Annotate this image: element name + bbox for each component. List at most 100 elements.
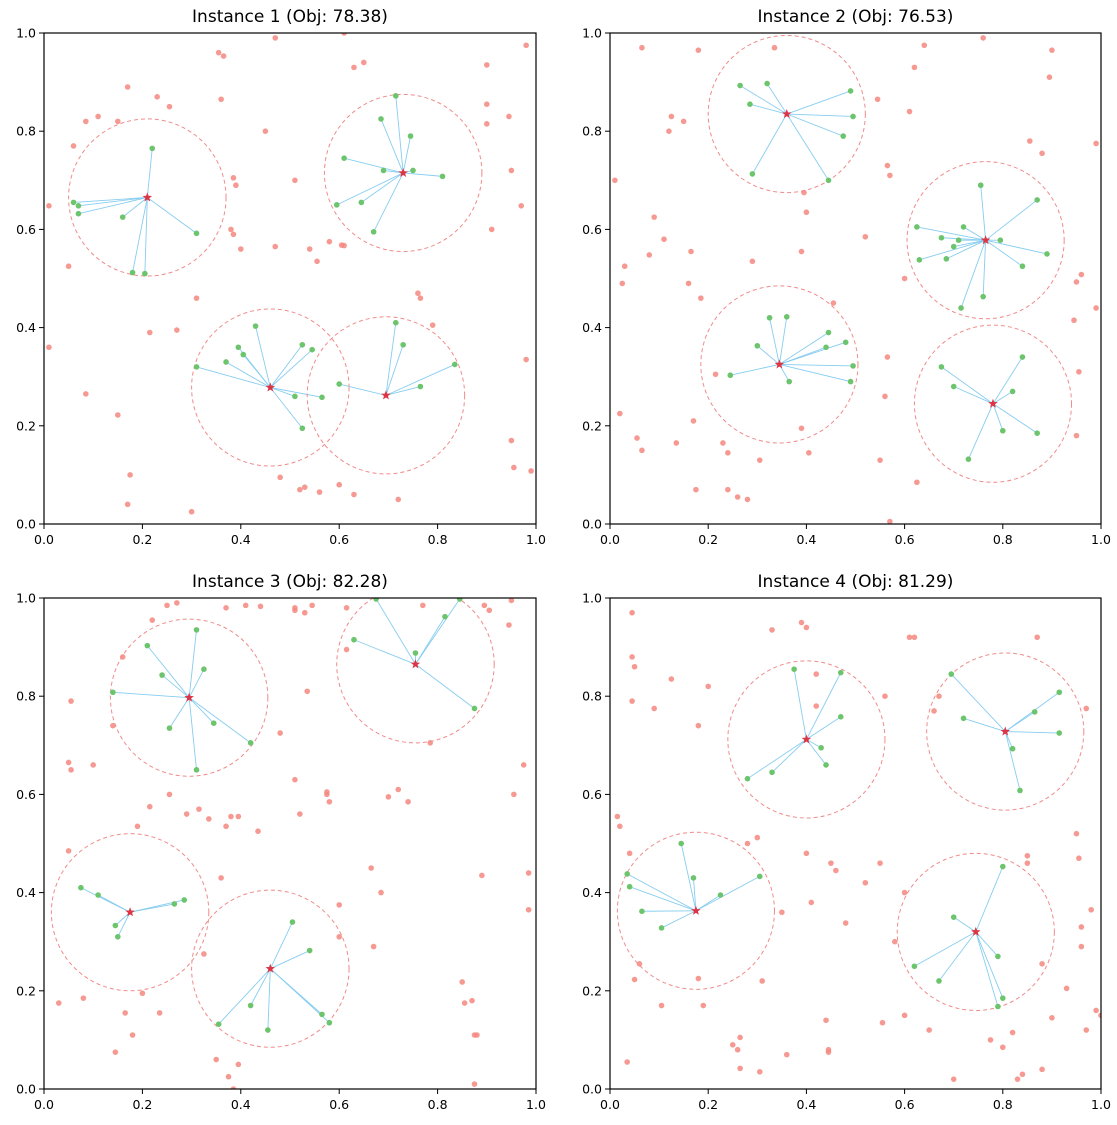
unassigned-point: [461, 1000, 468, 1006]
unassigned-point: [228, 813, 234, 820]
unassigned-point: [779, 909, 785, 916]
assignment-link: [269, 921, 293, 969]
assignment-link: [1005, 711, 1035, 732]
plot-area: [612, 34, 1099, 524]
x-tick-label: 0.2: [698, 1097, 718, 1112]
unassigned-point: [712, 371, 719, 378]
unassigned-point: [115, 118, 121, 125]
assignment-link: [806, 739, 822, 749]
y-tick-label: 0.4: [582, 885, 602, 900]
unassigned-point: [213, 1056, 219, 1063]
unassigned-point: [183, 811, 190, 817]
assignment-link: [269, 344, 303, 388]
assignment-link: [779, 332, 829, 365]
assigned-point: [955, 237, 962, 244]
assignment-link: [805, 672, 842, 740]
unassigned-point: [813, 703, 820, 709]
unassigned-point: [911, 634, 918, 641]
unassigned-point: [149, 617, 156, 623]
unassigned-point: [690, 418, 697, 424]
assigned-point: [110, 689, 116, 696]
assigned-point: [78, 884, 84, 891]
unassigned-point: [474, 1032, 480, 1038]
unassigned-point: [1049, 47, 1055, 53]
assignment-link: [161, 674, 190, 699]
y-tick-label: 1.0: [16, 591, 36, 606]
assigned-point: [119, 214, 126, 220]
assigned-point: [1056, 730, 1063, 736]
assignment-link: [914, 931, 977, 967]
assigned-point: [950, 243, 957, 250]
assignment-link: [941, 366, 994, 405]
assignment-link: [353, 639, 416, 665]
assignment-link: [992, 403, 1004, 431]
assignment-link: [1005, 731, 1060, 734]
unassigned-point: [146, 329, 153, 336]
unassigned-point: [351, 491, 357, 498]
assignment-link: [739, 85, 787, 115]
assigned-point: [950, 914, 957, 920]
facility-center-star: [125, 907, 135, 917]
coverage-circle: [191, 889, 350, 1048]
assigned-point: [960, 715, 967, 722]
assignment-link: [695, 876, 760, 912]
assigned-point: [370, 229, 377, 235]
unassigned-point: [336, 481, 343, 488]
assignment-link: [144, 197, 148, 274]
unassigned-point: [1009, 1029, 1016, 1036]
unassigned-point: [46, 203, 52, 209]
unassigned-point: [688, 248, 694, 255]
unassigned-point: [629, 609, 635, 616]
assignment-link: [786, 90, 851, 115]
unassigned-point: [634, 435, 640, 441]
assignment-link: [771, 739, 807, 773]
unassigned-point: [297, 811, 303, 817]
assigned-point: [995, 953, 1001, 960]
unassigned-point: [1019, 1071, 1026, 1078]
unassigned-point: [341, 33, 347, 36]
unassigned-point: [255, 828, 261, 835]
axes-frame: [43, 597, 537, 1090]
unassigned-point: [877, 457, 883, 463]
assigned-point: [75, 203, 82, 209]
assigned-point: [1000, 995, 1006, 1001]
unassigned-point: [124, 84, 131, 90]
unassigned-point: [624, 1059, 630, 1065]
unassigned-point: [1024, 852, 1031, 859]
unassigned-point: [695, 722, 702, 729]
assigned-point: [1019, 354, 1026, 360]
unassigned-point: [744, 496, 751, 503]
unassigned-point: [481, 602, 488, 609]
unassigned-point: [235, 813, 242, 820]
assignment-link: [115, 911, 131, 926]
unassigned-point: [1083, 1027, 1090, 1033]
assignment-link: [344, 157, 404, 174]
x-tick-label: 1.0: [526, 1097, 546, 1112]
assigned-point: [358, 199, 365, 206]
x-tick-label: 0.6: [895, 532, 915, 547]
assignment-link: [188, 697, 251, 744]
unassigned-point: [166, 103, 173, 110]
assigned-point: [326, 1019, 333, 1026]
assignment-link: [769, 317, 780, 365]
assignment-link: [779, 346, 827, 365]
assigned-point: [144, 642, 151, 649]
assigned-point: [847, 88, 854, 94]
unassigned-point: [734, 1046, 741, 1053]
assignment-link: [749, 103, 787, 115]
plot-area: [46, 33, 534, 515]
assignment-link: [188, 668, 205, 698]
y-tick-label: 0.0: [16, 1082, 36, 1097]
unassigned-point: [68, 767, 74, 773]
assigned-point: [193, 767, 200, 773]
unassigned-point: [90, 762, 96, 768]
facility-center-star: [971, 926, 981, 936]
assigned-point: [442, 613, 448, 620]
unassigned-point: [1083, 705, 1090, 712]
unassigned-point: [887, 518, 893, 524]
unassigned-point: [668, 113, 675, 120]
unassigned-point: [759, 978, 766, 984]
y-tick-label: 0.2: [582, 418, 602, 433]
assigned-point: [1009, 388, 1016, 395]
assignment-link: [975, 866, 1004, 933]
